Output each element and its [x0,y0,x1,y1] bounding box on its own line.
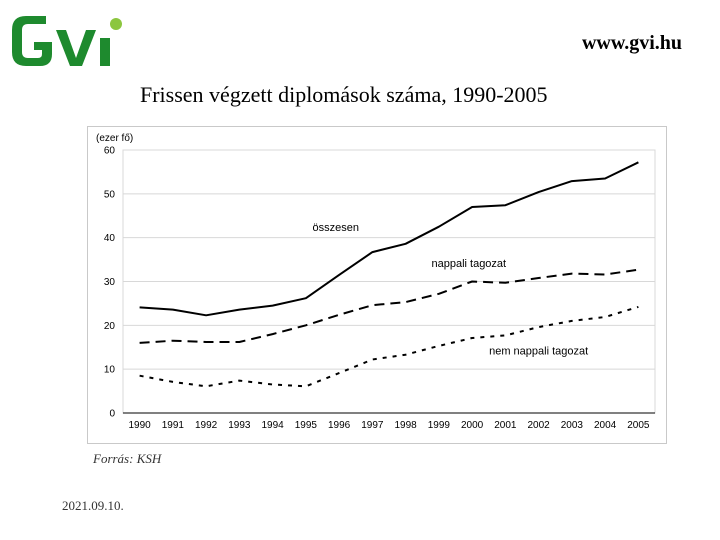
series-labels: összesen nappali tagozat nem nappali tagoz… [313,222,589,358]
y-tick-label: 20 [104,321,116,332]
chart-title: Frissen végzett diplomások száma, 1990-2… [140,82,548,107]
x-tick-label: 2004 [594,420,617,431]
x-tick-label: 1993 [228,420,251,431]
series-line-2 [139,268,639,344]
axes: 0 10 20 30 40 50 60 1990 1991 1992 1993 1994 1995 199… [96,133,655,431]
slide-date: 2021.09.10. [62,498,124,513]
x-tick-label: 2003 [561,420,584,431]
x-tick-label: 1995 [295,420,318,431]
site-url[interactable]: www.gvi.hu [581,32,682,54]
y-tick-label: 30 [104,277,116,288]
series-label-1: összesen [313,222,359,234]
y-tick-label: 60 [104,146,116,157]
x-tick-label: 1996 [328,420,351,431]
y-tick-label: 40 [104,233,116,244]
series-line-1 [139,161,639,317]
series-label-2: nappali tagozat [431,258,506,270]
y-tick-label: 10 [104,365,116,376]
source-note: Forrás: KSH [93,451,162,466]
x-tick-label: 1992 [195,420,218,431]
y-tick-label: 50 [104,189,116,200]
logo-dot [110,18,122,30]
x-tick-label: 2001 [494,420,517,431]
logo-v-shape [56,30,96,66]
logo-g-shape [12,16,52,66]
x-tick-label: 1998 [395,420,418,431]
gvi-logo [12,16,122,66]
x-tick-label: 2005 [627,420,650,431]
x-tick-label: 2000 [461,420,484,431]
series-label-3: nem nappali tagozat [489,346,588,358]
x-tick-label: 2002 [528,420,551,431]
x-tick-label: 1990 [129,420,152,431]
y-axis-label: (ezer fő) [96,133,133,144]
logo-i-shape [100,38,110,66]
y-tick-label: 0 [109,409,115,420]
line-chart: 0 10 20 30 40 50 60 1990 1991 1992 1993 1994 1995 199… [96,133,656,431]
chart-frame: 0 10 20 30 40 50 60 1990 1991 1992 1993 1994 1995 199… [87,126,667,444]
x-tick-label: 1991 [162,420,185,431]
series-lines [139,161,639,388]
x-tick-label: 1994 [262,420,285,431]
grid-lines [122,149,656,414]
x-tick-label: 1997 [361,420,384,431]
x-tick-label: 1999 [428,420,451,431]
